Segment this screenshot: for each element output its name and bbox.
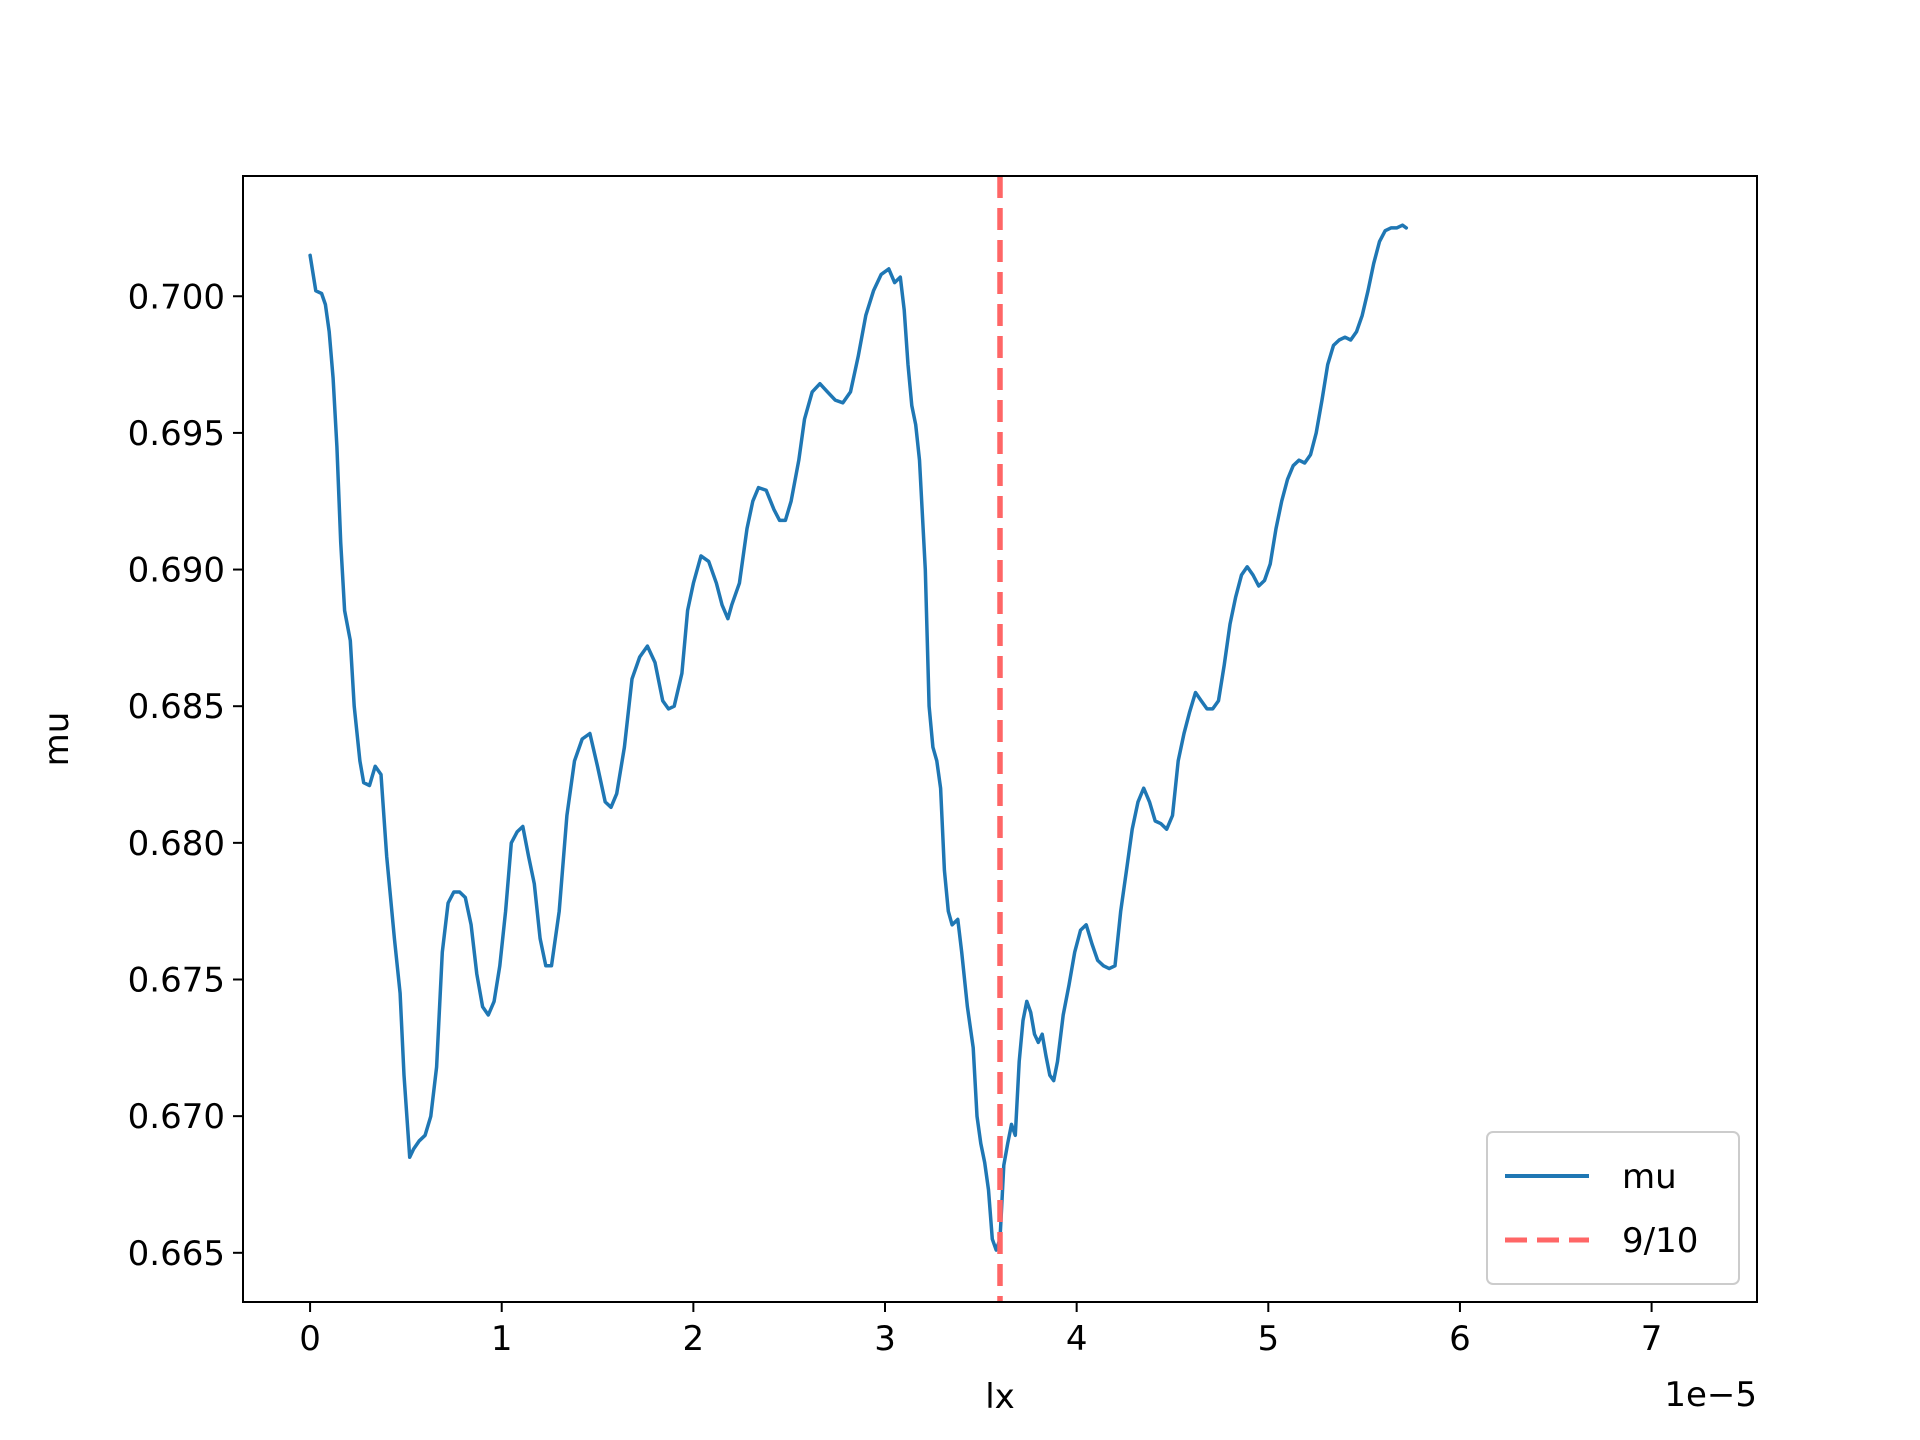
y-axis: 0.665 0.670 0.675 0.680 0.685 0.690 0.695 0.700 [128, 277, 243, 1274]
axes-frame [242, 175, 1758, 1303]
legend-box [1486, 1131, 1740, 1285]
y-tick-label: 0.695 [128, 414, 225, 454]
y-tick-label: 0.675 [128, 961, 225, 1001]
legend-label-mu: mu [1622, 1157, 1677, 1197]
x-tick-label: 5 [1257, 1319, 1279, 1359]
x-axis-label: lx [985, 1377, 1015, 1417]
y-tick-label: 0.680 [128, 824, 225, 864]
plot-area [308, 176, 1409, 1302]
y-tick-label: 0.690 [128, 551, 225, 591]
legend-label-9-10: 9/10 [1622, 1221, 1698, 1261]
x-axis: 0 1 2 3 4 5 6 7 [299, 1302, 1662, 1359]
x-tick-label: 3 [874, 1319, 896, 1359]
legend: mu 9/10 [1486, 1131, 1740, 1285]
x-tick-label: 7 [1641, 1319, 1663, 1359]
series-line-mu [308, 223, 1409, 1252]
y-tick-label: 0.685 [128, 687, 225, 727]
y-tick-label: 0.665 [128, 1234, 225, 1274]
y-axis-label: mu [37, 712, 77, 767]
x-tick-label: 0 [299, 1319, 321, 1359]
y-tick-label: 0.700 [128, 277, 225, 317]
x-tick-label: 2 [683, 1319, 705, 1359]
x-tick-label: 4 [1066, 1319, 1088, 1359]
y-tick-label: 0.670 [128, 1097, 225, 1137]
x-tick-label: 6 [1449, 1319, 1471, 1359]
x-axis-offset-text: 1e−5 [1664, 1375, 1757, 1415]
x-tick-label: 1 [491, 1319, 513, 1359]
